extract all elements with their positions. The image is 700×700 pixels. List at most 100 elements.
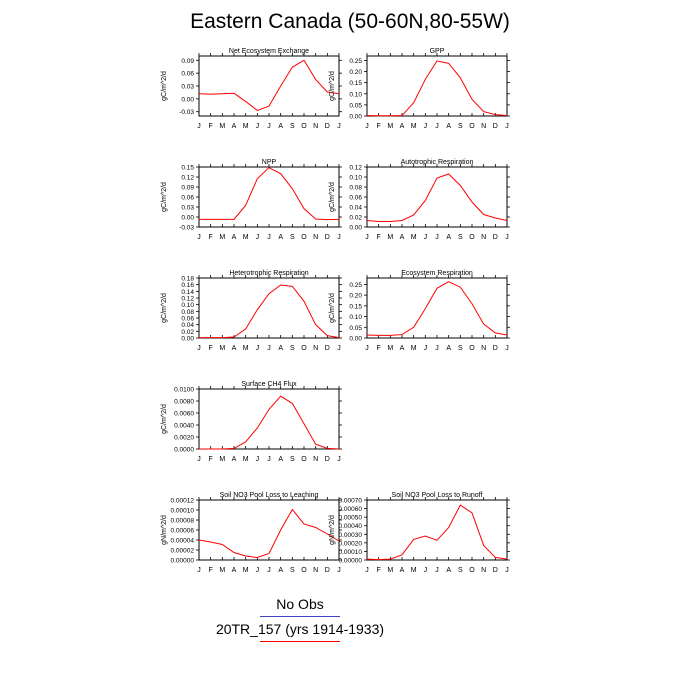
x-tick-label: F bbox=[377, 567, 381, 574]
x-tick-label: O bbox=[301, 456, 307, 463]
legend-obs-label: No Obs bbox=[276, 596, 324, 612]
x-tick-label: D bbox=[325, 567, 330, 574]
legend-obs-line bbox=[260, 616, 340, 617]
y-axis-label: gN/m^2/d bbox=[161, 515, 168, 545]
plot-frame bbox=[366, 277, 508, 339]
chart-panel-7: Surface CH4 Flux gC/m^2/d 0.0000 0.0020 0.00… bbox=[161, 381, 342, 463]
x-tick-label: M bbox=[219, 456, 225, 463]
x-tick-label: F bbox=[377, 123, 381, 130]
chart-panel-8: Soil NO3 Pool Loss to LeachinggN/m^2/d0.… bbox=[161, 492, 342, 574]
x-tick-label: J bbox=[337, 456, 341, 463]
x-tick-label: M bbox=[219, 123, 225, 130]
y-tick-label: 0.00010 bbox=[339, 549, 363, 556]
series-line bbox=[199, 395, 340, 450]
y-tick-label: 0.04 bbox=[181, 322, 194, 329]
y-tick-label: 0.0100 bbox=[174, 387, 194, 394]
y-tick-label: 0.02 bbox=[349, 215, 362, 222]
y-tick-label: 0.02 bbox=[181, 329, 194, 336]
x-tick-label: F bbox=[377, 234, 381, 241]
y-tick-label: 0.10 bbox=[181, 302, 194, 309]
x-tick-label: D bbox=[325, 234, 330, 241]
x-tick-label: D bbox=[493, 234, 498, 241]
x-tick-label: O bbox=[301, 345, 307, 352]
y-tick-label: 0.09 bbox=[181, 185, 194, 192]
x-tick-label: J bbox=[505, 567, 509, 574]
x-tick-label: N bbox=[313, 567, 318, 574]
x-tick-label: S bbox=[458, 567, 463, 574]
x-tick-label: D bbox=[493, 567, 498, 574]
x-tick-label: J bbox=[435, 234, 439, 241]
y-tick-label: 0.25 bbox=[349, 58, 362, 65]
y-tick-label: 0.06 bbox=[349, 195, 362, 202]
series-line bbox=[198, 59, 340, 111]
chart-panel-3: NPP gC/m^2/d -0.03 0.00 0.03 0.06 0.09 0.12 0.15… bbox=[161, 159, 342, 241]
x-tick-label: F bbox=[209, 234, 213, 241]
x-tick-label: N bbox=[481, 345, 486, 352]
y-axis-label: gC/m^2/d bbox=[161, 182, 168, 212]
y-tick-label: 0.14 bbox=[181, 289, 194, 296]
x-tick-label: O bbox=[301, 567, 307, 574]
y-tick-label: 0.00060 bbox=[339, 506, 363, 513]
chart-panel-4: Autotrophic Respiration gC/m^2/d 0.00 0.02 0… bbox=[329, 159, 510, 241]
chart-title: Soil NO3 Pool Loss to Runoff bbox=[392, 492, 483, 499]
plot-frame bbox=[198, 166, 340, 228]
y-axis-label: gC/m^2/d bbox=[329, 182, 336, 212]
x-tick-label: S bbox=[458, 234, 463, 241]
x-tick-label: A bbox=[400, 123, 405, 130]
y-tick-label: 0.25 bbox=[349, 282, 362, 289]
x-tick-label: A bbox=[278, 345, 283, 352]
x-tick-label: J bbox=[267, 234, 271, 241]
y-tick-label: 0.08 bbox=[181, 309, 194, 316]
y-tick-label: 0.00000 bbox=[339, 558, 363, 565]
x-tick-label: A bbox=[400, 567, 405, 574]
legend-model-label: 20TR_157 (yrs 1914-1933) bbox=[215, 621, 385, 637]
x-tick-label: J bbox=[256, 567, 260, 574]
x-tick-label: M bbox=[219, 567, 225, 574]
plot-frame bbox=[198, 388, 340, 450]
x-tick-label: A bbox=[278, 456, 283, 463]
y-tick-label: 0.00008 bbox=[171, 518, 195, 525]
y-tick-label: 0.00002 bbox=[171, 548, 195, 555]
x-tick-label: J bbox=[197, 123, 201, 130]
x-tick-label: J bbox=[267, 123, 271, 130]
x-tick-label: J bbox=[256, 345, 260, 352]
y-tick-label: 0.0080 bbox=[174, 399, 194, 406]
series-line bbox=[199, 167, 340, 221]
x-tick-label: J bbox=[256, 234, 260, 241]
x-tick-label: J bbox=[267, 456, 271, 463]
x-tick-label: M bbox=[387, 123, 393, 130]
y-tick-label: 0.00 bbox=[181, 336, 194, 343]
x-tick-label: J bbox=[505, 345, 509, 352]
x-tick-label: F bbox=[377, 345, 381, 352]
x-tick-label: J bbox=[365, 567, 369, 574]
x-tick-label: J bbox=[435, 123, 439, 130]
x-tick-label: A bbox=[232, 456, 237, 463]
y-tick-label: 0.03 bbox=[181, 205, 194, 212]
series-line bbox=[366, 504, 508, 561]
x-tick-label: S bbox=[458, 123, 463, 130]
y-axis-label: gC/m^2/d bbox=[329, 71, 336, 101]
x-tick-label: A bbox=[446, 123, 451, 130]
x-tick-label: A bbox=[400, 234, 405, 241]
x-tick-label: M bbox=[411, 123, 417, 130]
x-tick-label: O bbox=[469, 345, 475, 352]
x-tick-label: N bbox=[481, 123, 486, 130]
x-tick-label: A bbox=[232, 123, 237, 130]
y-tick-label: -0.03 bbox=[179, 109, 194, 116]
y-tick-label: 0.06 bbox=[181, 71, 194, 78]
plot-frame bbox=[366, 499, 508, 561]
x-tick-label: J bbox=[365, 234, 369, 241]
x-tick-label: N bbox=[481, 567, 486, 574]
chart-title: GPP bbox=[430, 48, 445, 55]
y-tick-label: 0.12 bbox=[181, 175, 194, 182]
x-tick-label: S bbox=[458, 345, 463, 352]
chart-title: Net Ecosystem Exchange bbox=[229, 48, 309, 55]
x-tick-label: S bbox=[290, 345, 295, 352]
x-tick-label: J bbox=[197, 567, 201, 574]
y-tick-label: 0.00040 bbox=[339, 523, 363, 530]
series-line bbox=[366, 60, 508, 117]
x-tick-label: D bbox=[325, 345, 330, 352]
chart-title: NPP bbox=[262, 159, 277, 166]
y-tick-label: 0.00012 bbox=[171, 498, 195, 505]
x-tick-label: M bbox=[219, 234, 225, 241]
